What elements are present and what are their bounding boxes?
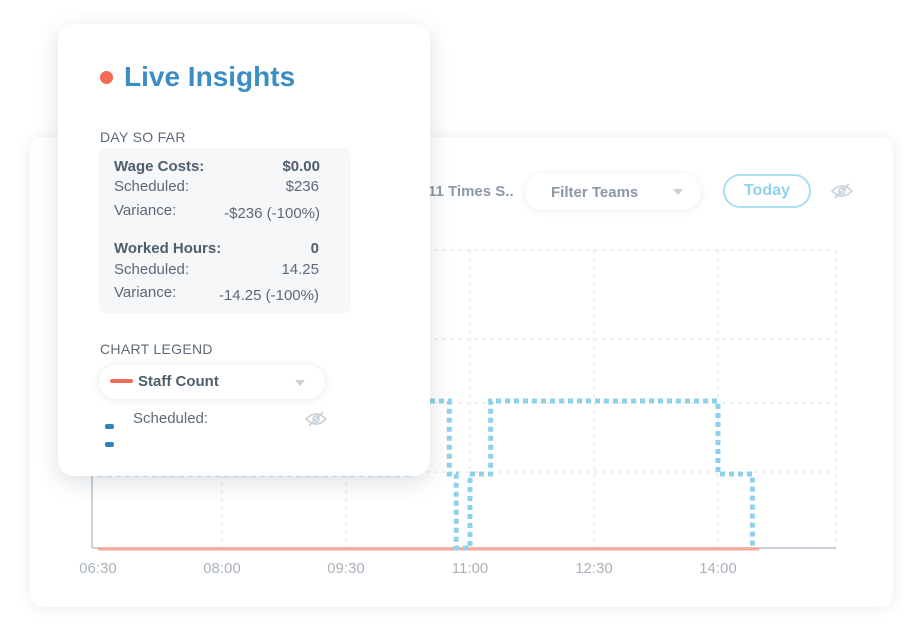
x-tick-label: 09:30 — [327, 560, 365, 577]
wage-variance-value: -$236 (-100%) — [224, 205, 320, 222]
hours-variance-value: -14.25 (-100%) — [218, 287, 319, 304]
x-tick-label: 14:00 — [699, 560, 737, 577]
chart-legend-heading: CHART LEGEND — [100, 341, 213, 357]
wage-scheduled-label: Scheduled: — [114, 178, 190, 195]
worked-hours-value: 0 — [310, 240, 319, 257]
x-axis-ticks: 06:30 08:00 09:30 11:00 12:30 14:00 — [79, 560, 737, 577]
legend-selected-label: Staff Count — [138, 373, 219, 390]
hours-scheduled-value: 14.25 — [281, 261, 319, 278]
legend-series-dropdown[interactable]: Staff Count — [99, 365, 325, 399]
chevron-down-icon — [295, 380, 305, 386]
staff-count-swatch — [110, 379, 133, 383]
stats-box — [99, 148, 351, 313]
hours-variance-label: Variance: — [114, 284, 177, 301]
worked-hours-label: Worked Hours: — [114, 240, 222, 257]
day-so-far-heading: DAY SO FAR — [100, 129, 186, 145]
legend-scheduled-label: Scheduled: — [133, 410, 209, 427]
today-button[interactable]: Today — [723, 174, 811, 208]
time-filter-truncated[interactable]: 11 Times S.. — [428, 183, 514, 200]
wage-costs-value: $0.00 — [282, 158, 320, 175]
x-tick-label: 08:00 — [203, 560, 241, 577]
filter-teams-dropdown[interactable]: Filter Teams — [525, 174, 701, 210]
wage-scheduled-value: $236 — [285, 178, 319, 195]
filter-teams-label: Filter Teams — [551, 183, 639, 201]
x-tick-label: 11:00 — [452, 560, 488, 577]
eye-off-icon[interactable] — [304, 409, 328, 429]
page-title: Live Insights — [124, 61, 296, 92]
chevron-down-icon — [673, 189, 683, 195]
hours-scheduled-label: Scheduled: — [114, 261, 190, 278]
x-tick-label: 12:30 — [575, 560, 613, 577]
live-indicator-dot — [100, 71, 113, 84]
scheduled-swatch — [105, 416, 127, 447]
x-tick-label: 06:30 — [79, 560, 117, 577]
wage-variance-label: Variance: — [114, 202, 177, 219]
eye-off-icon[interactable] — [830, 181, 854, 201]
wage-costs-label: Wage Costs: — [114, 158, 205, 175]
